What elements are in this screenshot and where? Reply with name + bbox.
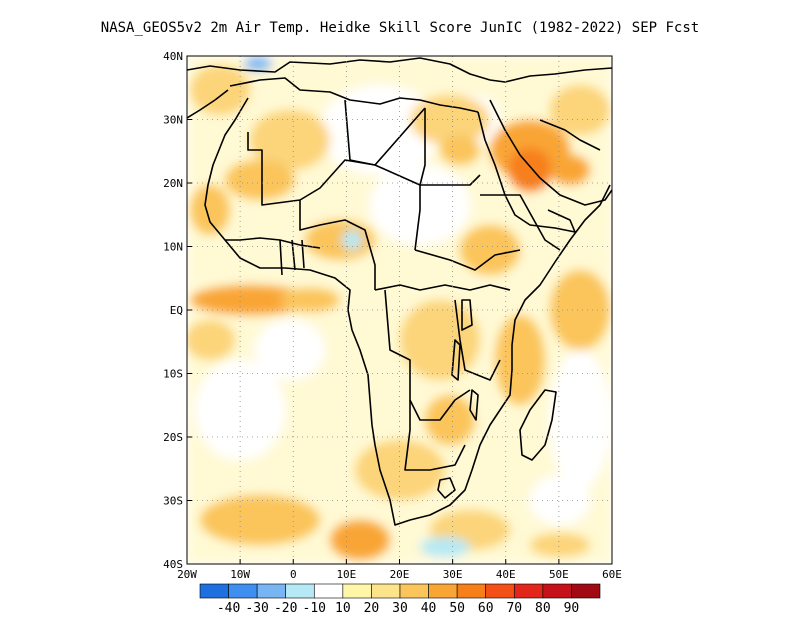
colorbar-label: -30 [245,601,268,616]
colorbar-swatch [371,583,401,599]
colorbar-label: -10 [303,601,326,616]
colorbar-label: 30 [392,601,408,616]
colorbar-swatch [399,583,429,599]
colorbar-label: -40 [217,601,240,616]
lon-tick-label: 30E [443,568,463,581]
lat-tick-label: 40S [163,558,183,571]
lon-tick-label: 10E [336,568,356,581]
colorbar-label: 80 [535,601,551,616]
lon-axis: 20W 10W 0 10E 20E 30E 40E 50E 60E [177,559,622,581]
colorbar-swatch [228,583,258,599]
colorbar-label: 90 [564,601,580,616]
colorbar-swatch [199,583,229,599]
coastlines [187,57,612,526]
colorbar-swatch [456,583,487,599]
colorbar-label: 70 [506,601,522,616]
colorbar-swatch [285,583,315,599]
lat-tick-label: 40N [163,50,183,63]
lat-tick-label: 20N [163,177,183,190]
colorbar-swatch [313,583,344,599]
colorbar-swatch [342,583,372,599]
lon-tick-label: 40E [496,568,516,581]
lon-tick-label: 60E [602,568,622,581]
colorbar-label: -20 [274,601,297,616]
colorbar-swatch [571,583,601,599]
lon-tick-label: 50E [549,568,569,581]
lat-tick-label: 10S [163,368,183,381]
lat-axis: 40N 30N 20N 10N EQ 10S 20S 30S 40S [163,50,192,571]
lat-tick-label: 20S [163,431,183,444]
colorbar-label: 40 [421,601,437,616]
lon-tick-label: 20E [390,568,410,581]
colorbar-swatch [513,583,544,599]
lon-tick-label: 0 [290,568,297,581]
colorbar-swatch [542,583,572,599]
lat-tick-label: EQ [170,304,183,317]
lat-tick-label: 30S [163,495,183,508]
graticule [187,56,612,564]
lat-tick-label: 10N [163,241,183,254]
lon-tick-label: 20W [177,568,197,581]
map-title: NASA_GEOS5v2 2m Air Temp. Heidke Skill S… [100,20,700,36]
colorbar-label: 50 [449,601,465,616]
colorbar-swatch [485,583,515,599]
colorbar-label: 10 [335,601,351,616]
colorbar: -40 -30 -20 -10 10 20 30 40 50 60 70 80 90 [199,583,601,616]
lon-tick-label: 10W [230,568,250,581]
colorbar-swatch [256,583,287,599]
lat-tick-label: 30N [163,114,183,127]
colorbar-label: 20 [364,601,380,616]
colorbar-label: 60 [478,601,494,616]
colorbar-swatch [428,583,458,599]
